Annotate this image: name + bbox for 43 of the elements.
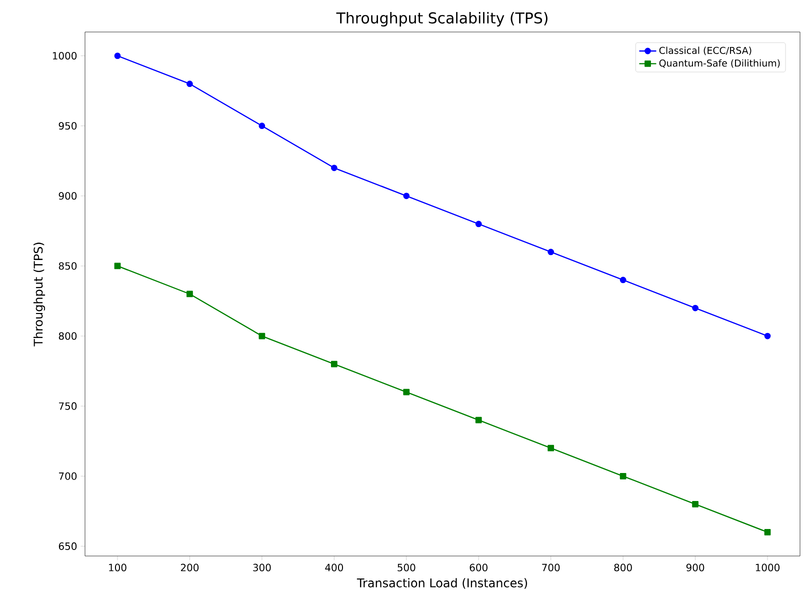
point bbox=[475, 416, 482, 424]
point bbox=[186, 290, 193, 298]
point bbox=[114, 262, 121, 270]
x-tick-label: 400 bbox=[325, 564, 344, 572]
point bbox=[186, 80, 193, 88]
x-tick-label: 300 bbox=[253, 564, 271, 572]
x-tick-label: 200 bbox=[180, 564, 199, 572]
y-tick-label: 900 bbox=[58, 192, 77, 200]
y-tick-label: 750 bbox=[59, 402, 77, 410]
point bbox=[692, 304, 698, 312]
point bbox=[330, 164, 338, 172]
point bbox=[548, 248, 554, 256]
y-tick-label: 950 bbox=[58, 122, 77, 130]
point bbox=[330, 360, 338, 368]
x-tick-label: 100 bbox=[109, 564, 126, 572]
point bbox=[475, 220, 482, 228]
x-axis-title: Transaction Load (Instances) bbox=[356, 578, 528, 589]
chart-title: Throughput Scalability (TPS) bbox=[336, 12, 548, 26]
point bbox=[764, 332, 771, 340]
x-tick-label: 1000 bbox=[756, 564, 780, 572]
legend-label: Quantum-Safe (Dilithium) bbox=[659, 59, 780, 68]
x-tick-label: 800 bbox=[614, 564, 632, 572]
point bbox=[620, 276, 626, 284]
point bbox=[258, 332, 266, 340]
point bbox=[620, 472, 626, 480]
y-tick-label: 800 bbox=[58, 332, 77, 340]
y-axis-title: Throughput (TPS) bbox=[33, 242, 46, 346]
x-tick-label: 700 bbox=[542, 564, 560, 572]
y-tick-label: 700 bbox=[59, 472, 77, 480]
y-tick-label: 1000 bbox=[52, 52, 77, 60]
point bbox=[548, 444, 554, 452]
y-tick-label: 850 bbox=[58, 262, 77, 270]
legend-label: Classical (ECC/RSA) bbox=[659, 46, 752, 56]
x-tick-label: 500 bbox=[398, 564, 416, 572]
point bbox=[114, 52, 121, 59]
point bbox=[692, 500, 698, 508]
point bbox=[403, 192, 410, 200]
y-tick-label: 650 bbox=[58, 542, 77, 550]
point bbox=[258, 122, 266, 130]
x-tick-label: 600 bbox=[470, 564, 488, 572]
x-tick-label: 900 bbox=[686, 564, 704, 572]
point bbox=[764, 528, 771, 536]
point bbox=[403, 388, 410, 396]
